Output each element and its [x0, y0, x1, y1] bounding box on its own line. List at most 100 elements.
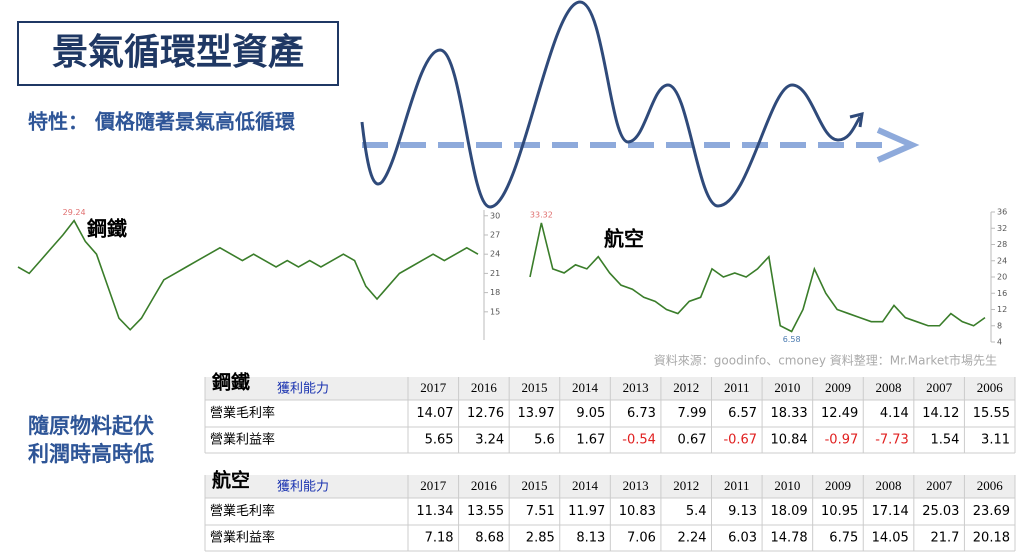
price-line	[529, 222, 986, 333]
y-tick-label: 28	[997, 240, 1007, 249]
year: 2009	[825, 478, 851, 493]
y-tick-label: 32	[997, 224, 1007, 233]
year: 2016	[471, 478, 498, 493]
year: 2010	[774, 478, 800, 493]
y-tick-label: 18	[490, 288, 500, 297]
price-label: 6.58	[783, 335, 801, 344]
y-tick-label: 12	[997, 305, 1007, 314]
cell: 6.03	[728, 531, 757, 546]
arrow-head	[876, 127, 920, 163]
year: 2016	[471, 380, 498, 395]
y-tick-label: 30	[490, 211, 500, 220]
year: 2013	[623, 478, 649, 493]
cell: 12.49	[821, 406, 858, 421]
cell: 1.54	[930, 433, 959, 448]
cell: 14.78	[770, 531, 807, 546]
cell: 10.83	[619, 504, 656, 519]
cell: 14.05	[872, 531, 909, 546]
y-tick-label: 15	[490, 307, 500, 316]
row-label: 營業利益率	[210, 530, 275, 546]
cell: 18.33	[770, 406, 807, 421]
cell: 18.09	[770, 504, 807, 519]
year: 2012	[673, 380, 699, 395]
year: 2006	[977, 478, 1004, 493]
cell: 3.11	[981, 433, 1010, 448]
cell: 6.57	[728, 406, 757, 421]
subtitle: 特性： 價格隨著景氣高低循環	[28, 110, 296, 134]
cell: 25.03	[922, 504, 959, 519]
y-tick-label: 24	[997, 256, 1007, 265]
year: 2014	[572, 380, 599, 395]
cell: 11.97	[568, 504, 605, 519]
side-note: 利潤時高時低	[28, 442, 154, 466]
chart-title: 航空	[604, 227, 644, 251]
row-label: 營業毛利率	[210, 405, 275, 421]
cell: 0.67	[678, 433, 707, 448]
title-box	[17, 21, 339, 86]
cell: 2.24	[678, 531, 707, 546]
source: 資料來源：goodinfo、cmoney 資料整理：Mr.Market市場先生	[654, 353, 997, 368]
cell: 11.34	[416, 504, 453, 519]
cell: 6.73	[627, 406, 656, 421]
cell: 1.67	[576, 433, 605, 448]
cell: -0.67	[723, 433, 757, 448]
y-tick-label: 20	[997, 273, 1007, 282]
price-label: 33.32	[530, 210, 553, 219]
cell: 5.6	[534, 433, 555, 448]
cell: 7.51	[526, 504, 555, 519]
title: 景氣循環型資產	[52, 32, 304, 73]
y-tick-label: 24	[490, 250, 500, 259]
table-header-label: 獲利能力	[277, 382, 329, 397]
cell: 15.55	[973, 406, 1010, 421]
year: 2017	[420, 478, 447, 493]
cell: 8.13	[576, 531, 605, 546]
cell: 21.7	[930, 531, 959, 546]
price-label: 29.24	[63, 208, 86, 217]
year: 2008	[876, 380, 902, 395]
price-line	[17, 219, 479, 331]
cell: 9.13	[728, 504, 757, 519]
year: 2015	[521, 478, 547, 493]
row-label: 營業毛利率	[210, 503, 275, 519]
cell: 14.12	[922, 406, 959, 421]
cell: -7.73	[875, 433, 909, 448]
cell: 13.97	[518, 406, 555, 421]
table-name: 鋼鐵	[211, 371, 250, 394]
y-tick-label: 21	[490, 269, 500, 278]
cell: 7.99	[678, 406, 707, 421]
y-tick-label: 27	[490, 230, 500, 239]
cell: 13.55	[467, 504, 504, 519]
cell: 7.18	[425, 531, 454, 546]
year: 2006	[977, 380, 1004, 395]
cell: 14.07	[416, 406, 453, 421]
cell: 12.76	[467, 406, 504, 421]
year: 2011	[724, 478, 750, 493]
year: 2012	[673, 478, 699, 493]
cell: 6.75	[829, 531, 858, 546]
y-tick-label: 8	[997, 321, 1002, 330]
cell: 23.69	[973, 504, 1010, 519]
y-tick-label: 4	[997, 338, 1002, 347]
cell: -0.97	[825, 433, 859, 448]
chart-title: 鋼鐵	[87, 217, 127, 241]
cell: 8.68	[475, 531, 504, 546]
year: 2008	[876, 478, 902, 493]
cell: 10.84	[770, 433, 807, 448]
cell: 5.65	[425, 433, 454, 448]
cell: 4.14	[880, 406, 909, 421]
cell: 10.95	[821, 504, 858, 519]
cell: 2.85	[526, 531, 555, 546]
table-name: 航空	[212, 469, 250, 492]
table-header-label: 獲利能力	[277, 480, 329, 495]
year: 2011	[724, 380, 750, 395]
cell: 7.06	[627, 531, 656, 546]
year: 2015	[521, 380, 547, 395]
cell: 5.4	[686, 504, 707, 519]
y-tick-label: 36	[997, 208, 1007, 217]
year: 2007	[926, 380, 953, 395]
wave-arrow	[849, 111, 864, 128]
year: 2007	[926, 478, 953, 493]
year: 2017	[420, 380, 447, 395]
